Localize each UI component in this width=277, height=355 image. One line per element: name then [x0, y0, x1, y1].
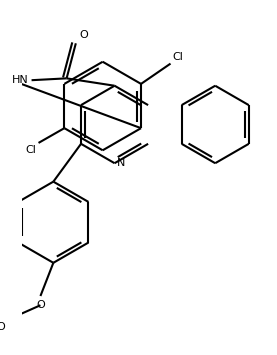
Text: N: N	[117, 158, 126, 168]
Text: HN: HN	[12, 75, 29, 85]
Text: O: O	[79, 29, 88, 40]
Text: O: O	[36, 300, 45, 310]
Text: Cl: Cl	[25, 145, 36, 155]
Text: O: O	[0, 322, 5, 332]
Text: Cl: Cl	[172, 52, 183, 62]
